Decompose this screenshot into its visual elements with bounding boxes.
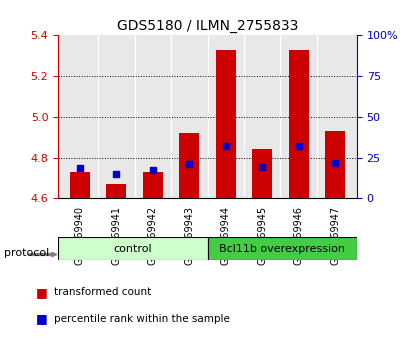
Text: ■: ■ — [36, 286, 47, 298]
Bar — [288, 50, 309, 198]
Bar — [208, 237, 357, 260]
Bar — [106, 184, 127, 198]
Bar — [58, 237, 208, 260]
Bar — [143, 172, 163, 198]
Bar — [252, 149, 272, 198]
Bar — [325, 131, 345, 198]
Title: GDS5180 / ILMN_2755833: GDS5180 / ILMN_2755833 — [117, 19, 298, 33]
Text: Bcl11b overexpression: Bcl11b overexpression — [219, 244, 345, 254]
Text: protocol: protocol — [4, 248, 49, 258]
Bar — [179, 133, 199, 198]
Bar — [216, 50, 236, 198]
Text: percentile rank within the sample: percentile rank within the sample — [54, 314, 230, 324]
Text: control: control — [113, 244, 152, 254]
Text: transformed count: transformed count — [54, 287, 151, 297]
Bar — [70, 172, 90, 198]
Text: ■: ■ — [36, 312, 47, 325]
